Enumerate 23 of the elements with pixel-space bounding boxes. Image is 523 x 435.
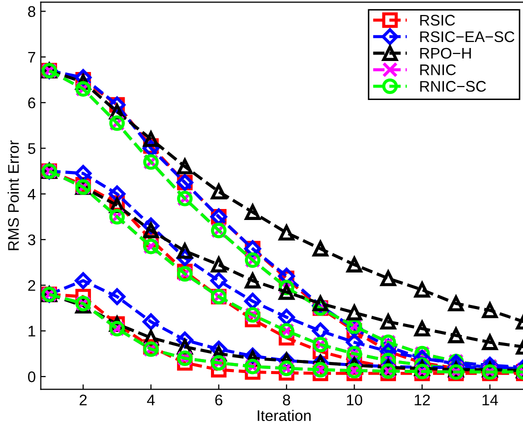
- x-tick-label: 4: [147, 394, 155, 406]
- x-tick-label: 2: [80, 394, 87, 406]
- x-tick-label: 12: [414, 394, 430, 406]
- y-axis-title: RMS Point Error: [8, 140, 19, 250]
- legend-label: RNIC: [420, 64, 456, 76]
- legend-label: RSIC: [420, 14, 455, 26]
- y-tick-label: 7: [28, 52, 36, 62]
- legend-label: RSIC−EA−SC: [420, 31, 514, 42]
- x-axis-title: Iteration: [258, 410, 311, 422]
- y-tick-label: 0: [28, 371, 36, 382]
- y-tick-label: 1: [28, 326, 36, 336]
- x-tick-label: 10: [346, 394, 362, 406]
- y-tick-label: 8: [28, 6, 36, 17]
- legend-label: RNIC−SC: [420, 80, 486, 92]
- x-tick-label: 8: [282, 394, 290, 406]
- y-tick-label: 5: [28, 143, 36, 154]
- y-tick-label: 4: [28, 188, 36, 200]
- y-tick-label: 2: [28, 280, 36, 291]
- y-tick-label: 6: [28, 97, 36, 108]
- legend-label: RPO−H: [420, 48, 471, 59]
- x-tick-label: 14: [482, 394, 498, 406]
- y-tick-label: 3: [28, 234, 36, 246]
- x-tick-label: 6: [215, 394, 222, 406]
